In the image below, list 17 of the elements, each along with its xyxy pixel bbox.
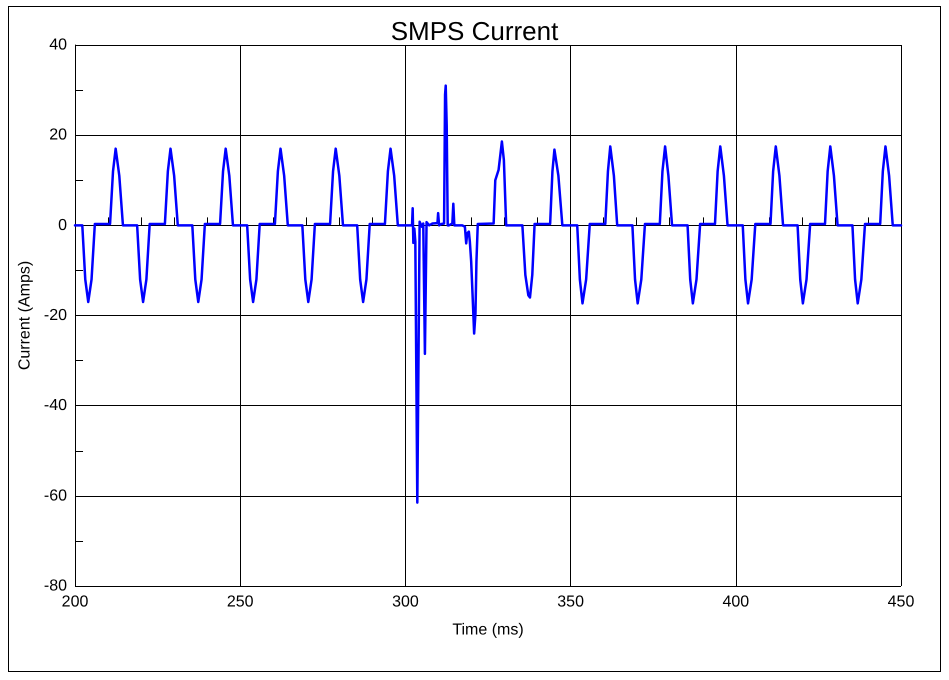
x-tick-label: 300 xyxy=(392,594,419,610)
x-tick-label: 200 xyxy=(62,594,88,610)
y-tick-label: 20 xyxy=(49,126,68,144)
y-tick-label: -60 xyxy=(44,487,68,504)
x-axis-title: Time (ms) xyxy=(452,622,524,638)
x-tick-label: 250 xyxy=(226,594,254,610)
y-tick-label: -20 xyxy=(44,307,68,324)
x-tick-label: 400 xyxy=(722,594,750,610)
x-tick-label: 350 xyxy=(557,594,584,610)
y-axis-title: Current (Amps) xyxy=(16,260,34,370)
line-series xyxy=(74,84,902,504)
x-tick-label: 450 xyxy=(888,594,914,610)
y-tick-label: 0 xyxy=(58,216,68,234)
y-tick-label: -80 xyxy=(44,578,68,594)
y-tick-label: 40 xyxy=(49,36,68,54)
chart-title: SMPS Current xyxy=(390,16,560,46)
y-tick-label: -40 xyxy=(44,397,68,414)
